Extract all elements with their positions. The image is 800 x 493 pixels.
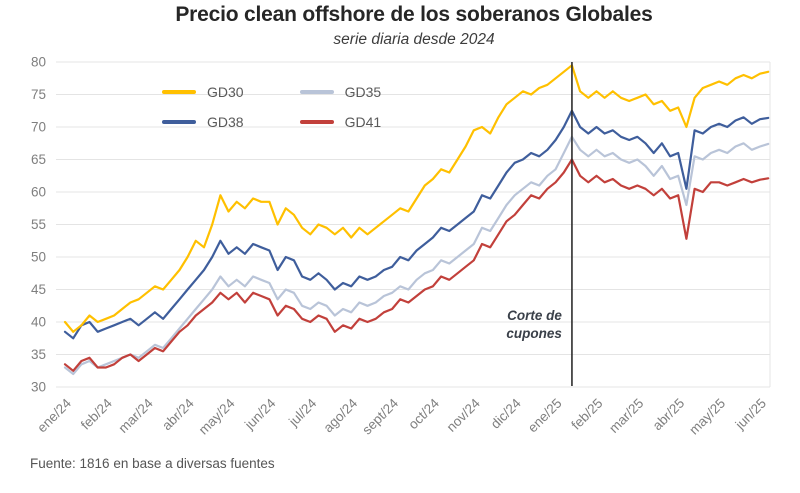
x-tick-label-feb-24: feb/24 [78,395,115,432]
x-tick-label-sept-24: sept/24 [359,395,401,437]
y-tick-label-50: 50 [31,250,46,265]
x-tick-label-jun-25: jun/25 [732,396,769,433]
x-tick-label-feb-25: feb/25 [568,396,605,433]
gd38-line-swatch [162,120,196,124]
chart-subtitle: serie diaria desde 2024 [333,31,495,48]
x-tick-label-oct-24: oct/24 [405,395,442,432]
source-note: Fuente: 1816 en base a diversas fuentes [30,456,275,471]
y-tick-label-80: 80 [31,55,46,70]
legend-label-gd41: GD41 [344,114,382,130]
y-tick-label-65: 65 [31,152,46,167]
x-tick-label-abr-25: abr/25 [650,396,688,434]
legend-item-gd41: GD41 [299,114,382,130]
legend-item-gd38: GD38 [162,114,244,130]
legend-item-gd30: GD30 [162,84,244,100]
y-tick-label-35: 35 [31,347,46,362]
y-tick-label-45: 45 [31,282,46,297]
x-tick-label-ago-24: ago/24 [320,395,360,435]
x-tick-label-ene-24: ene/24 [34,395,74,435]
legend-label-gd38: GD38 [207,114,244,130]
coupon-cut-label: Corte de cupones [506,308,562,341]
x-tick-label-abr-24: abr/24 [159,395,197,433]
series-line-gd35 [63,135,770,376]
x-tick-label-mar-24: mar/24 [116,395,157,436]
chart-title: Precio clean offshore de los soberanos G… [175,3,653,26]
gd35-line-swatch [299,90,334,94]
series-line-gd30 [63,64,770,333]
y-tick-label-40: 40 [31,315,46,330]
gd41-line-swatch [299,120,334,124]
legend-item-gd35: GD35 [299,84,382,100]
y-tick-label-70: 70 [31,120,46,135]
series-line-gd38 [63,109,770,340]
x-tick-label-nov-24: nov/24 [444,395,484,435]
y-tick-label-30: 30 [31,380,46,395]
series-line-gd41 [63,158,770,372]
x-tick-label-jun-24: jun/24 [241,395,279,433]
y-tick-label-60: 60 [31,185,46,200]
y-tick-label-75: 75 [31,87,46,102]
legend-label-gd30: GD30 [207,84,244,100]
y-tick-label-55: 55 [31,217,46,232]
x-tick-label-ene-25: ene/25 [525,396,565,436]
chart-legend: GD30 GD35 GD38 GD41 [162,84,381,130]
x-tick-label-may-24: may/24 [196,395,238,437]
x-tick-label-may-25: may/25 [686,396,728,438]
x-tick-label-dic-24: dic/24 [488,395,524,431]
x-tick-label-jul-24: jul/24 [285,395,319,429]
legend-label-gd35: GD35 [344,84,382,100]
x-tick-label-mar-25: mar/25 [606,396,646,436]
gd30-line-swatch [162,90,196,94]
